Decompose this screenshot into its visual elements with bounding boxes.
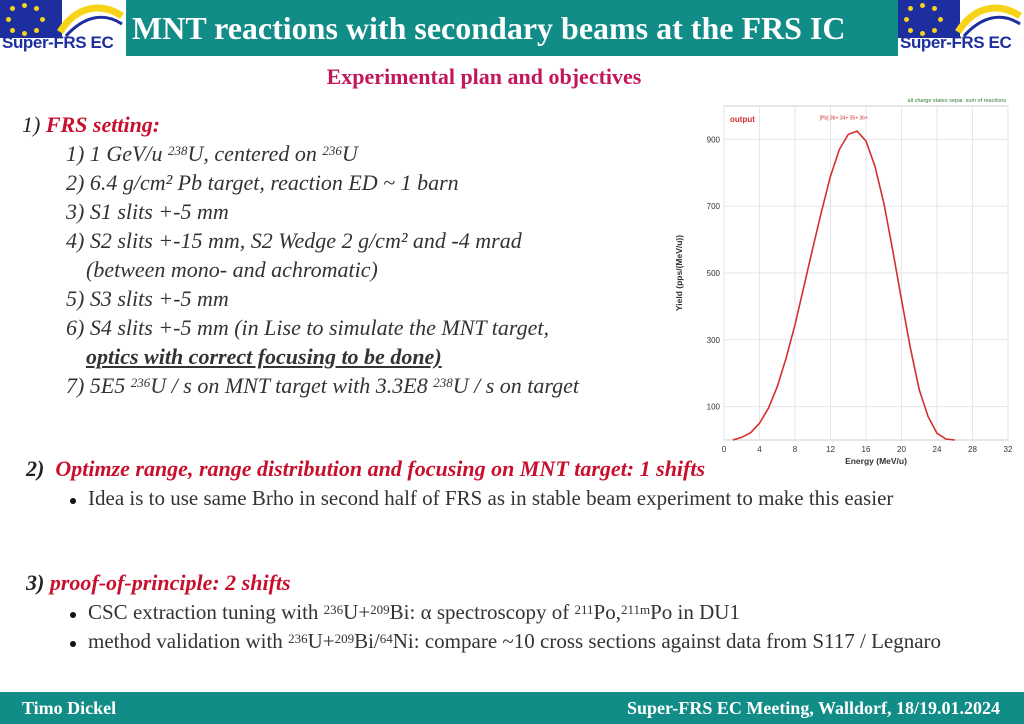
list-item: CSC extraction tuning with 236U+209Bi: α…: [68, 598, 1016, 627]
list-item: method validation with 236U+209Bi/64Ni: …: [68, 627, 1016, 656]
proof-of-principle-section: 3) proof-of-principle: 2 shifts CSC extr…: [26, 570, 1016, 656]
list-item: 7) 5E5 236U / s on MNT target with 3.3E8…: [66, 373, 580, 398]
title-band: MNT reactions with secondary beams at th…: [126, 0, 898, 56]
y-axis-label: Yield (pps/(MeV/u)): [674, 235, 684, 311]
list-item: 3) S1 slits +-5 mm: [66, 199, 229, 224]
x-tick-label: 28: [968, 445, 977, 454]
eu-flag-icon: [898, 0, 960, 38]
yield-chart-svg: 0 4 8 12 16 20 24 28 32 100 300 500 700 900 Energy (Me…: [674, 98, 1012, 466]
x-tick-label: 20: [897, 445, 906, 454]
swoosh-icon: [57, 4, 124, 38]
list-item: 2) 6.4 g/cm² Pb target, reaction ED ~ 1 …: [66, 170, 459, 195]
bullet-list: Idea is to use same Brho in second half …: [68, 484, 1016, 513]
x-tick-label: 4: [757, 445, 762, 454]
x-tick-label: 0: [722, 445, 727, 454]
y-tick-label: 700: [707, 202, 721, 211]
logo-text: Super-FRS EC: [2, 33, 114, 52]
y-tick-label: 500: [707, 269, 721, 278]
super-frs-ec-logo-right: Super-FRS EC: [898, 0, 1024, 56]
list-item: 1) 1 GeV/u 238U, centered on 236U: [66, 141, 358, 166]
slide-subtitle: Experimental plan and objectives: [326, 64, 642, 89]
y-tick-label: 100: [707, 403, 721, 412]
x-tick-label: 32: [1004, 445, 1012, 454]
section-heading: 2) Optimze range, range distribution and…: [26, 456, 706, 481]
chart-title: output: [730, 115, 755, 124]
swoosh-icon: [955, 4, 1022, 38]
header: Super-FRS EC MNT reactions with secondar…: [0, 0, 1024, 56]
yield-series-line: [732, 130, 955, 441]
footer-event: Super-FRS EC Meeting, Walldorf, 18/19.01…: [627, 698, 1000, 718]
frs-setting-section: 1) FRS setting: 1) 1 GeV/u 238U, centere…: [22, 110, 579, 400]
super-frs-ec-logo-left: Super-FRS EC: [0, 0, 126, 56]
list-item: optics with correct focusing to be done): [86, 344, 442, 369]
list-item: 5) S3 slits +-5 mm: [66, 286, 229, 311]
logo-text: Super-FRS EC: [900, 33, 1012, 52]
x-tick-label: 12: [826, 445, 835, 454]
x-tick-label: 24: [933, 445, 942, 454]
bullet-list: CSC extraction tuning with 236U+209Bi: α…: [68, 598, 1016, 656]
y-tick-label: 300: [707, 336, 721, 345]
section-heading: 3) proof-of-principle: 2 shifts: [26, 570, 291, 595]
series-label: [Pb] 36+ 34+ 35+ 36+: [820, 115, 868, 121]
footer-bar: Timo Dickel Super-FRS EC Meeting, Walldo…: [0, 692, 1024, 724]
list-item: (between mono- and achromatic): [86, 257, 378, 282]
optimize-section: 2) Optimze range, range distribution and…: [26, 456, 1016, 513]
x-tick-label: 16: [862, 445, 871, 454]
section-heading: 1) FRS setting:: [22, 112, 161, 137]
footer-author: Timo Dickel: [22, 698, 117, 718]
y-tick-label: 900: [707, 135, 721, 144]
eu-flag-icon: [0, 0, 62, 38]
chart-corner-note: all charge states separ. sum of reaction…: [908, 98, 1007, 104]
page-title: MNT reactions with secondary beams at th…: [132, 9, 846, 46]
yield-chart: 0 4 8 12 16 20 24 28 32 100 300 500 700 900 Energy (Me…: [672, 92, 1012, 468]
x-tick-label: 8: [793, 445, 798, 454]
list-item: Idea is to use same Brho in second half …: [68, 484, 1016, 513]
x-axis-label: Energy (MeV/u): [845, 456, 907, 466]
list-item: 4) S2 slits +-15 mm, S2 Wedge 2 g/cm² an…: [66, 228, 522, 253]
setting-list: 1) 1 GeV/u 238U, centered on 236U 2) 6.4…: [66, 139, 579, 400]
list-item: 6) S4 slits +-5 mm (in Lise to simulate …: [66, 315, 549, 340]
